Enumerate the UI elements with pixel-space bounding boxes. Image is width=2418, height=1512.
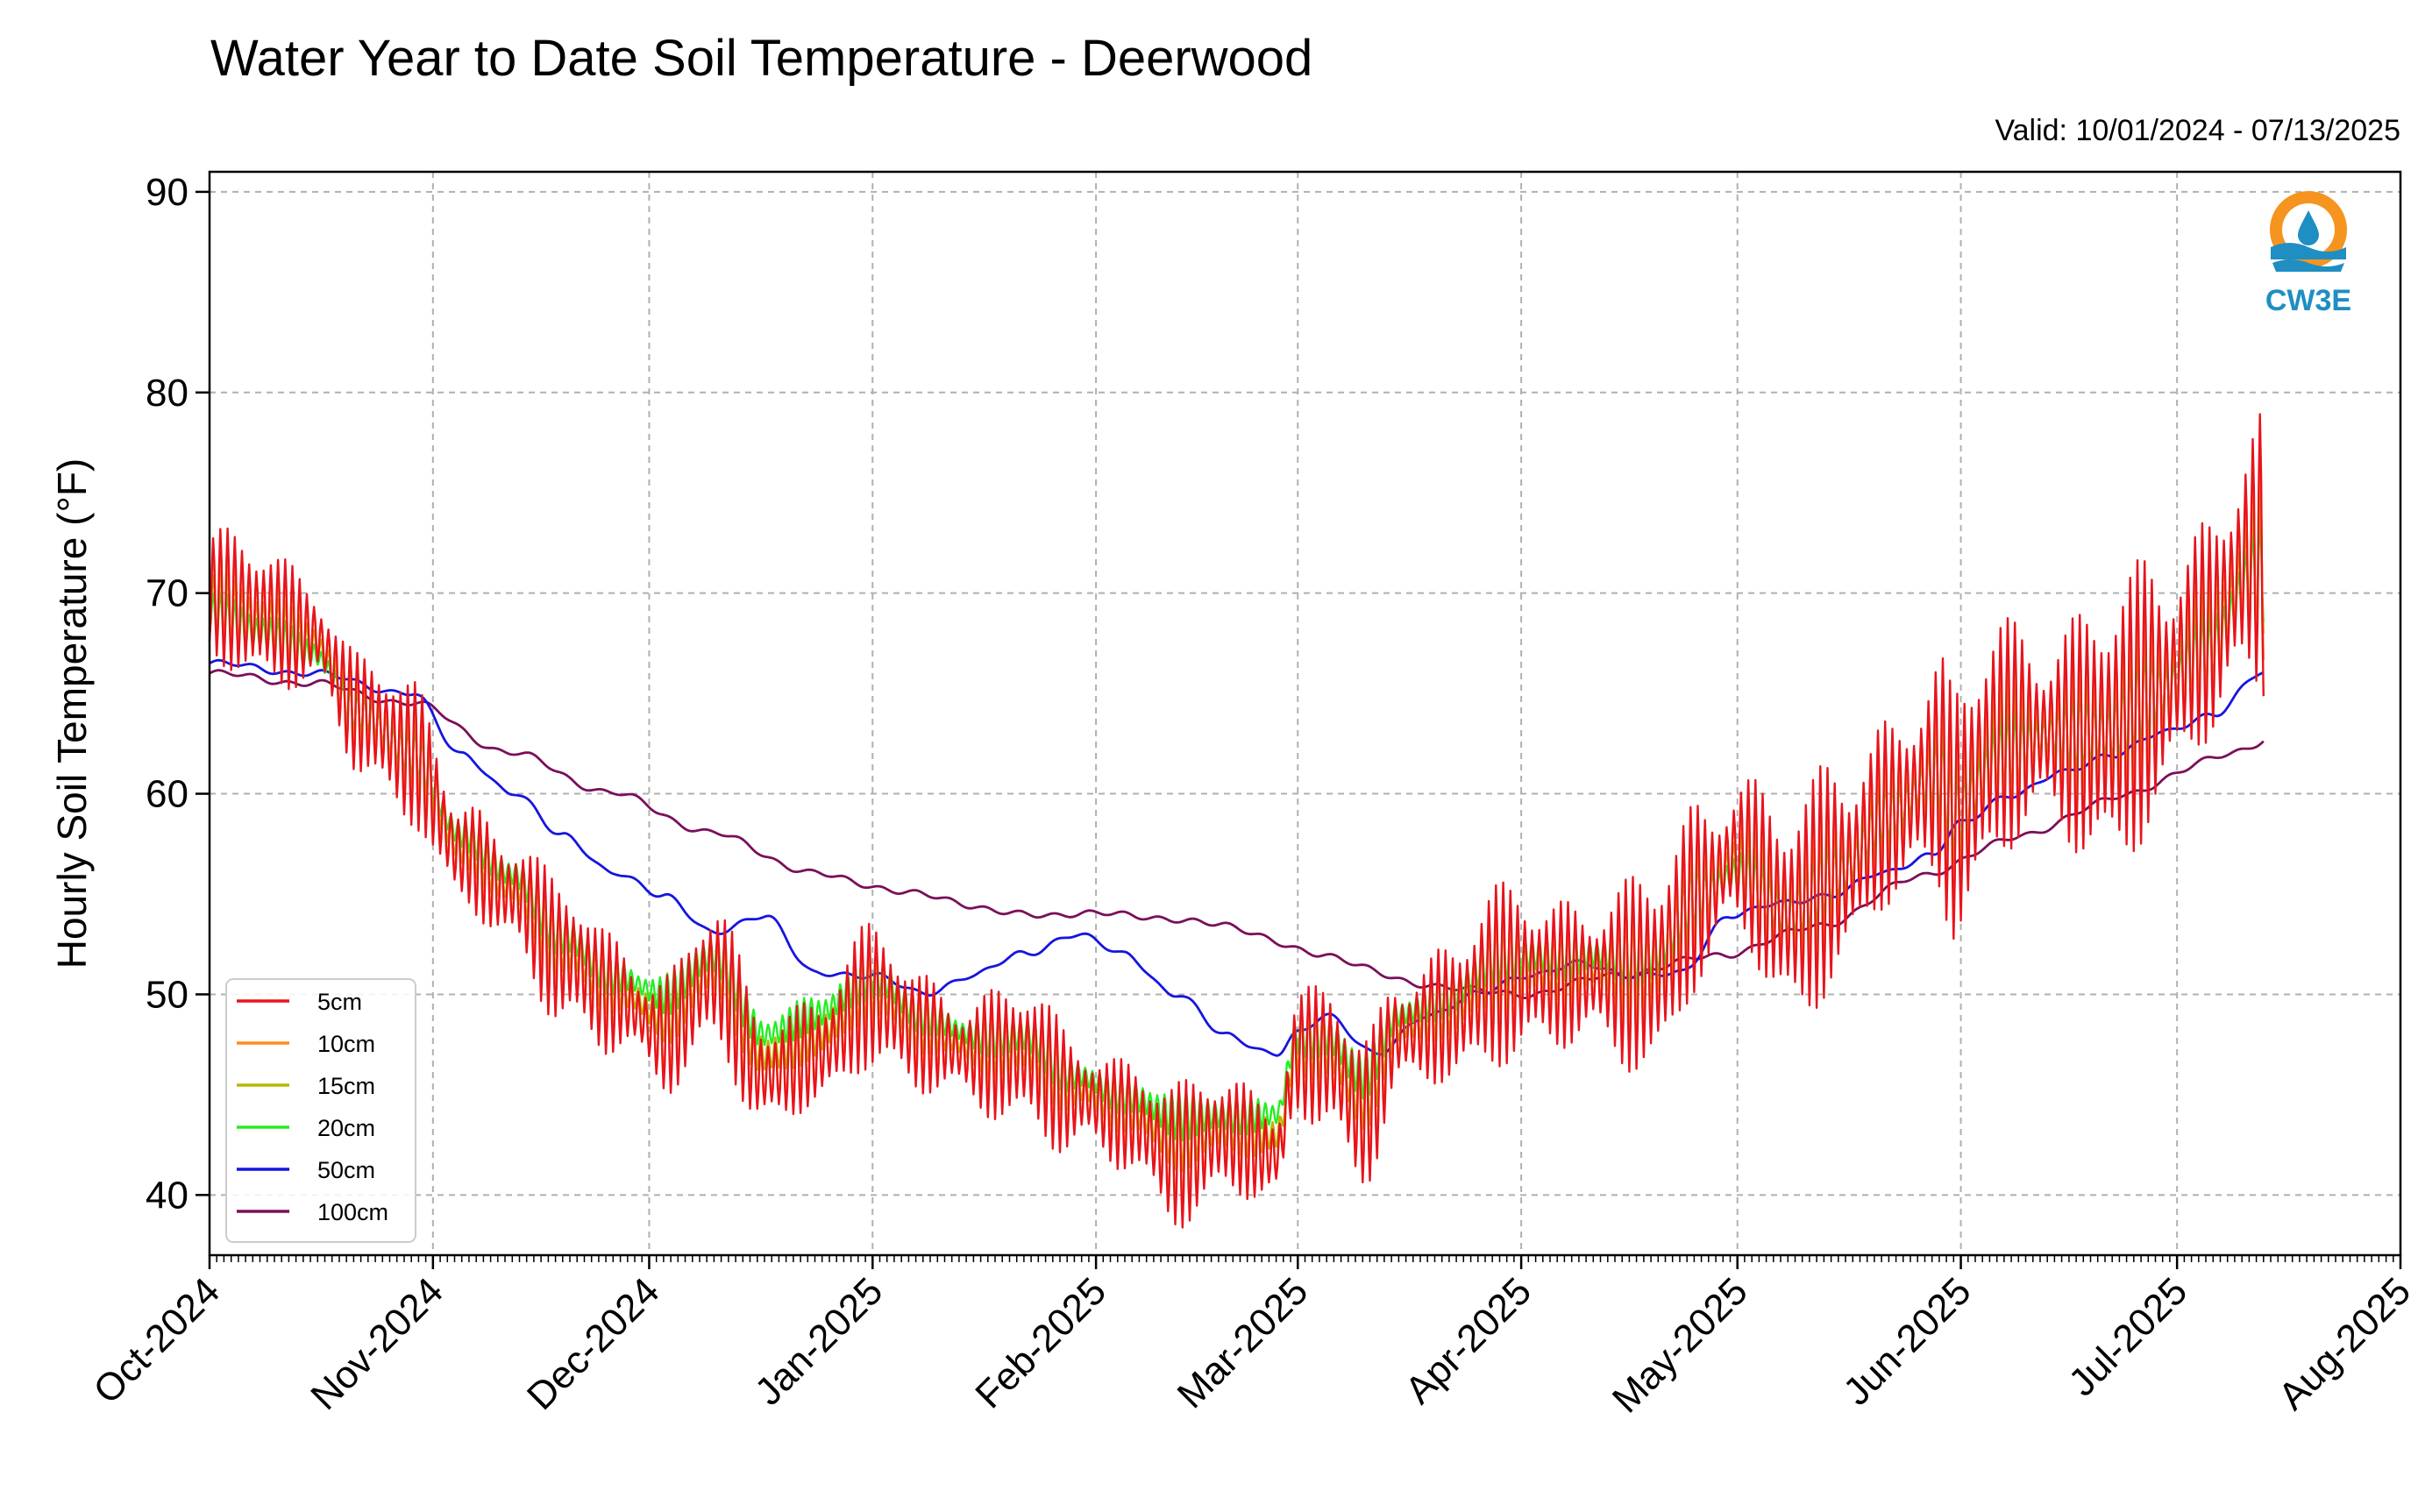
series-line-5cm <box>208 413 2265 1229</box>
grid <box>209 172 2401 1255</box>
valid-date-range: Valid: 10/01/2024 - 07/13/2025 <box>1995 114 2400 147</box>
legend-items: 5cm 10cm 15cm 20cm 50cm 100cm <box>237 989 388 1225</box>
y-tick-label: 80 <box>146 372 188 415</box>
chart-title: Water Year to Date Soil Temperature - De… <box>210 30 1312 87</box>
legend-label-20cm: 20cm <box>317 1115 375 1141</box>
legend-label-10cm: 10cm <box>317 1031 375 1057</box>
legend-label-15cm: 15cm <box>317 1073 375 1099</box>
logo-wave-icon <box>2272 259 2344 272</box>
legend-label-50cm: 50cm <box>317 1157 375 1183</box>
x-tick-label: May-2025 <box>1604 1269 1756 1421</box>
x-tick-label: Apr-2025 <box>1397 1269 1540 1412</box>
x-tick-label: Mar-2025 <box>1170 1269 1317 1416</box>
logo-wave-icon <box>2271 243 2346 259</box>
y-tick-label: 90 <box>146 171 188 214</box>
x-tick-label: Jul-2025 <box>2060 1269 2195 1404</box>
y-tick-label: 60 <box>146 773 188 816</box>
series-lines <box>208 413 2265 1229</box>
y-tick-label: 50 <box>146 973 188 1016</box>
logo-text: CW3E <box>2265 284 2351 317</box>
x-tick-label: Dec-2024 <box>519 1269 668 1418</box>
y-axis-label: Hourly Soil Temperature (°F) <box>49 458 95 969</box>
y-tick-label: 70 <box>146 572 188 615</box>
x-tick-label: Nov-2024 <box>302 1269 452 1418</box>
axis-ticks <box>196 190 2402 1269</box>
legend-frame <box>225 978 416 1243</box>
cw3e-logo: CW3E <box>2265 191 2351 317</box>
x-tick-label: Aug-2025 <box>2270 1269 2418 1418</box>
x-tick-label: Jun-2025 <box>1835 1269 1979 1413</box>
x-tick-label: Jan-2025 <box>747 1269 891 1413</box>
legend-label-5cm: 5cm <box>317 989 362 1015</box>
x-tick-label: Feb-2025 <box>967 1269 1114 1416</box>
series-line-100cm <box>209 669 2265 999</box>
legend-label-100cm: 100cm <box>317 1199 388 1225</box>
x-tick-label: Oct-2024 <box>85 1269 228 1412</box>
legend: 5cm 10cm 15cm 20cm 50cm 100cm <box>225 978 416 1243</box>
y-tick-label: 40 <box>146 1174 188 1217</box>
x-minor-ticks <box>209 1255 2401 1262</box>
series-line-50cm <box>209 658 2265 1057</box>
logo-water-drop-icon <box>2298 210 2319 245</box>
